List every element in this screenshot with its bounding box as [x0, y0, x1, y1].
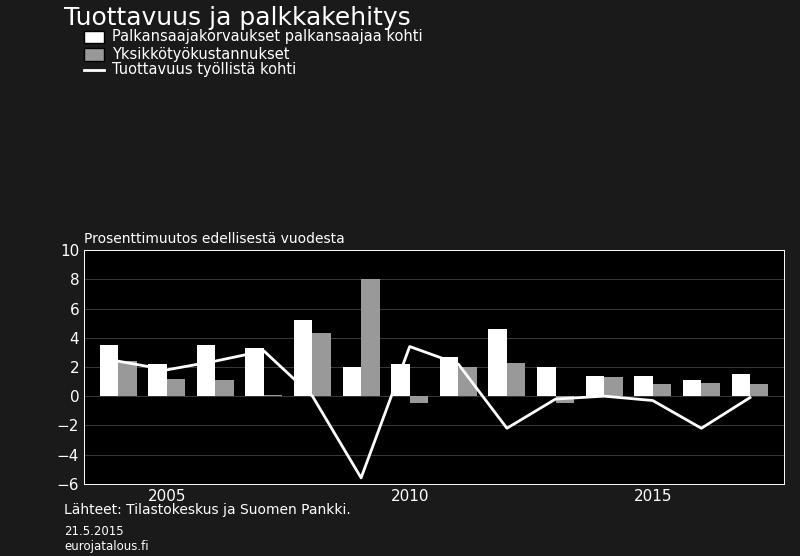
Bar	[118, 361, 137, 396]
Text: Tuottavuus ja palkkakehitys: Tuottavuus ja palkkakehitys	[64, 6, 410, 29]
Text: Palkansaajakorvaukset palkansaajaa kohti: Palkansaajakorvaukset palkansaajaa kohti	[112, 29, 422, 44]
Bar	[586, 376, 604, 396]
Bar	[537, 367, 555, 396]
Text: 21.5.2015: 21.5.2015	[64, 525, 124, 538]
Bar	[507, 363, 526, 396]
Bar	[731, 374, 750, 396]
Bar	[313, 334, 331, 396]
Bar	[750, 385, 769, 396]
Text: Yksikkötyökustannukset: Yksikkötyökustannukset	[112, 47, 290, 62]
Bar	[197, 345, 215, 396]
Bar	[166, 379, 185, 396]
Bar	[604, 377, 622, 396]
Text: Tuottavuus työllistä kohti: Tuottavuus työllistä kohti	[112, 62, 296, 77]
Bar	[391, 364, 410, 396]
Bar	[440, 357, 458, 396]
Bar	[683, 380, 702, 396]
Bar	[99, 345, 118, 396]
Bar	[489, 329, 507, 396]
Bar	[264, 395, 282, 396]
Bar	[555, 396, 574, 404]
Text: eurojatalous.fi: eurojatalous.fi	[64, 540, 149, 553]
Bar	[246, 348, 264, 396]
Text: Lähteet: Tilastokeskus ja Suomen Pankki.: Lähteet: Tilastokeskus ja Suomen Pankki.	[64, 503, 350, 517]
Bar	[361, 279, 379, 396]
Bar	[215, 380, 234, 396]
Bar	[294, 320, 313, 396]
Bar	[458, 367, 477, 396]
Bar	[148, 364, 166, 396]
Text: Prosenttimuutos edellisestä vuodesta: Prosenttimuutos edellisestä vuodesta	[84, 232, 345, 246]
Bar	[342, 367, 361, 396]
Bar	[634, 376, 653, 396]
Bar	[702, 383, 720, 396]
Bar	[653, 385, 671, 396]
Bar	[410, 396, 428, 404]
